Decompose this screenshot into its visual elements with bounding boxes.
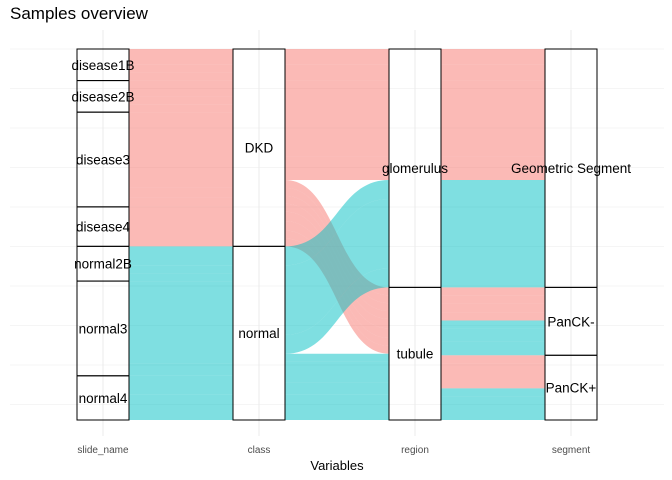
flow-band-class-region: [285, 156, 389, 181]
flow-band-slide-name-class: [129, 273, 233, 282]
flow-band-region-segment: [441, 64, 545, 81]
stratum-label-dkd: DKD: [245, 141, 274, 156]
flow-band-class-region: [285, 361, 389, 370]
x-tick-label-region: region: [401, 445, 429, 456]
flow-band-slide-name-class: [129, 363, 233, 376]
flow-band-region-segment: [441, 380, 545, 389]
flow-band-slide-name-class: [129, 238, 233, 247]
stratum-layer: [76, 48, 598, 421]
flow-band-class-region: [285, 49, 389, 65]
flow-band-slide-name-class: [129, 49, 233, 65]
flow-band-region-segment: [441, 303, 545, 313]
flow-band-region-segment: [441, 408, 545, 420]
stratum-label-tubule: tubule: [397, 347, 434, 362]
flow-band-class-region: [285, 382, 389, 395]
flow-band-slide-name-class: [129, 187, 233, 198]
flow-band-region-segment: [441, 328, 545, 342]
stratum-tubule: [388, 286, 442, 421]
flow-band-slide-name-class: [129, 206, 233, 231]
flow-band-slide-name-class: [129, 64, 233, 73]
flow-band-region-segment: [441, 320, 545, 329]
stratum-normal4: [76, 375, 130, 421]
flow-band-region-segment: [441, 355, 545, 364]
stratum-label-disease3: disease3: [76, 153, 130, 168]
flow-band-region-segment: [441, 341, 545, 356]
flow-band-class-region: [285, 394, 389, 409]
stratum-label-disease1b: disease1B: [71, 58, 134, 73]
x-axis-title: Variables: [310, 458, 364, 473]
flow-band-region-segment: [441, 156, 545, 181]
flow-band-slide-name-class: [129, 265, 233, 274]
stratum-label-disease2b: disease2B: [71, 89, 134, 104]
stratum-label-normal: normal: [238, 326, 279, 341]
flow-band-region-segment: [441, 287, 545, 296]
flow-band-slide-name-class: [129, 72, 233, 81]
flow-band-slide-name-class: [129, 104, 233, 113]
axis-layer: Variables slide_name class region segment: [77, 445, 590, 473]
stratum-label-normal3: normal3: [79, 321, 128, 336]
flow-band-region-segment: [441, 312, 545, 321]
flow-band-class-region: [285, 198, 389, 335]
stratum-label-normal2b: normal2B: [74, 257, 132, 272]
stratum-label-glomerulus: glomerulus: [382, 161, 448, 176]
flow-band-class-region: [285, 80, 389, 157]
flow-band-class-region: [285, 408, 389, 420]
stratum-label-panck: PanCK+: [546, 381, 597, 396]
x-tick-label-slide-name: slide_name: [77, 445, 129, 456]
flow-band-class-region: [285, 369, 389, 383]
stratum-panck: [544, 354, 598, 421]
flow-band-slide-name-class: [129, 408, 233, 420]
x-tick-label-class: class: [248, 445, 271, 456]
flow-band-region-segment: [441, 388, 545, 397]
flow-band-slide-name-class: [129, 96, 233, 105]
flow-band-region-segment: [441, 198, 545, 269]
stratum-label-normal4: normal4: [79, 391, 128, 406]
flow-band-slide-name-class: [129, 281, 233, 351]
flow-band-slide-name-class: [129, 350, 233, 364]
flow-band-slide-name-class: [129, 197, 233, 207]
flow-band-slide-name-class: [129, 112, 233, 188]
label-layer: disease1B disease2B disease3 disease4 normal…: [71, 58, 631, 406]
flow-band-class-region: [285, 353, 389, 362]
flow-band-slide-name-class: [129, 394, 233, 409]
flow-band-slide-name-class: [129, 246, 233, 266]
flow-band-region-segment: [441, 396, 545, 409]
flow-band-class-region: [285, 180, 389, 266]
flow-band-class-region: [285, 268, 389, 354]
flow-band-region-segment: [441, 80, 545, 157]
flow-layer: [129, 49, 545, 420]
flow-band-region-segment: [441, 180, 545, 199]
flow-band-region-segment: [441, 295, 545, 304]
flow-band-region-segment: [441, 49, 545, 65]
stratum-label-disease4: disease4: [76, 220, 131, 235]
stratum-label-panck: PanCK-: [547, 314, 594, 329]
flow-band-slide-name-class: [129, 375, 233, 395]
stratum-normal: [232, 245, 286, 421]
flow-band-slide-name-class: [129, 230, 233, 239]
flow-band-region-segment: [441, 268, 545, 288]
chart-title: Samples overview: [10, 4, 148, 23]
x-tick-label-segment: segment: [552, 445, 591, 456]
flow-band-class-region: [285, 64, 389, 81]
flow-band-region-segment: [441, 363, 545, 372]
stratum-label-geometric-segment: Geometric Segment: [511, 161, 631, 176]
flow-band-slide-name-class: [129, 80, 233, 97]
flow-band-region-segment: [441, 371, 545, 381]
